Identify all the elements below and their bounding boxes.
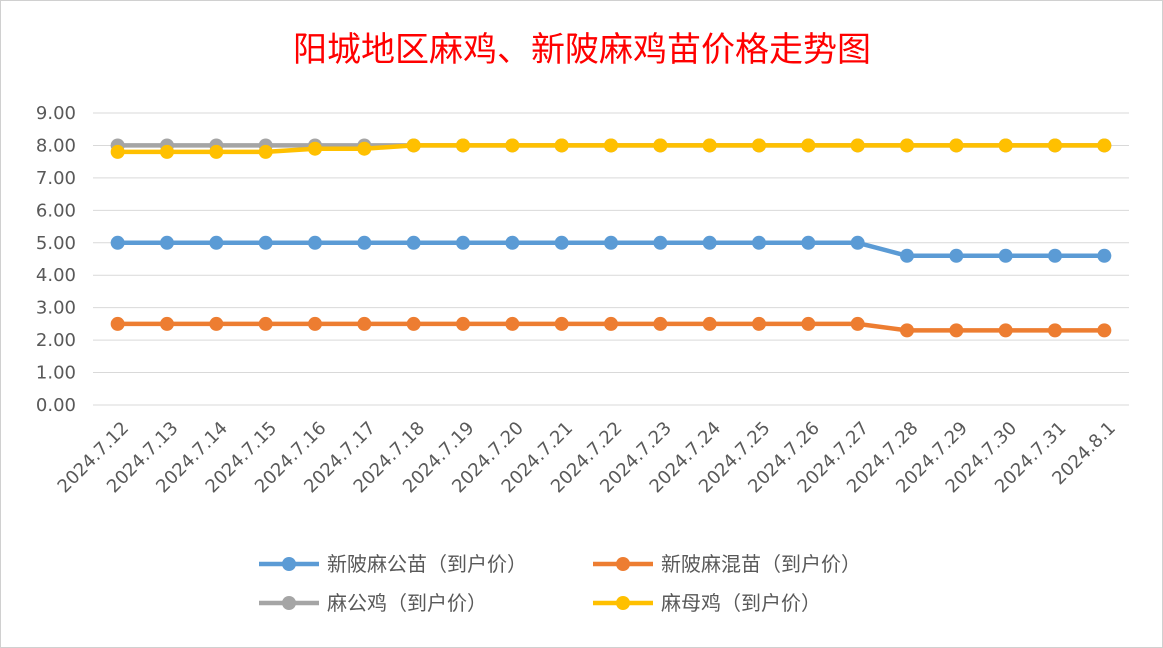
data-point [308, 141, 322, 156]
data-point [801, 316, 816, 331]
data-point [357, 141, 372, 156]
data-point [110, 316, 125, 331]
data-point [406, 138, 421, 153]
data-point [110, 235, 125, 250]
y-tick-label: 0.00 [36, 395, 76, 416]
data-point [653, 235, 668, 250]
y-axis-tick-labels: 0.00 1.00 2.00 3.00 4.00 5.00 6.00 7.00 8.00 9.00 [36, 103, 76, 416]
data-point [900, 138, 914, 153]
data-point [505, 235, 520, 250]
data-point [1048, 248, 1062, 263]
data-point [850, 235, 865, 250]
y-tick-label: 3.00 [36, 298, 76, 319]
data-point [258, 316, 273, 331]
data-point [752, 138, 766, 153]
y-tick-label: 2.00 [36, 330, 76, 351]
data-point [752, 316, 766, 331]
legend-item: 新陂麻混苗（到户价） [593, 552, 861, 576]
y-tick-label: 1.00 [36, 363, 76, 384]
data-point [604, 138, 618, 153]
data-point [900, 323, 914, 338]
data-point [406, 235, 421, 250]
y-tick-label: 4.00 [36, 265, 76, 286]
y-tick-label: 9.00 [36, 103, 76, 124]
data-point [505, 138, 520, 153]
data-point [308, 235, 322, 250]
data-point [505, 316, 520, 331]
data-point [209, 144, 224, 159]
chart-title: 阳城地区麻鸡、新陂麻鸡苗价格走势图 [293, 30, 871, 70]
x-axis-tick-labels: 2024.7.122024.7.132024.7.142024.7.152024… [54, 418, 1120, 498]
legend-label: 麻母鸡（到户价） [661, 591, 821, 615]
data-point [554, 235, 569, 250]
data-point [209, 235, 224, 250]
data-point [702, 235, 717, 250]
data-point [160, 144, 174, 159]
data-point [1048, 138, 1062, 153]
series-group [110, 138, 1112, 338]
y-tick-label: 7.00 [36, 168, 76, 189]
legend-swatch-marker [616, 557, 630, 571]
data-point [949, 323, 964, 338]
data-point [357, 235, 372, 250]
series-3 [110, 138, 1112, 159]
data-point [456, 138, 470, 153]
data-point [801, 138, 816, 153]
legend-label: 新陂麻混苗（到户价） [661, 552, 861, 576]
data-point [604, 316, 618, 331]
legend-swatch-marker [282, 557, 296, 571]
data-point [850, 316, 865, 331]
data-point [110, 144, 125, 159]
data-point [209, 316, 224, 331]
data-point [406, 316, 421, 331]
legend-item: 麻公鸡（到户价） [259, 591, 487, 615]
data-point [554, 138, 569, 153]
data-point [456, 316, 470, 331]
data-point [949, 138, 964, 153]
series-1 [110, 316, 1112, 338]
series-0 [110, 235, 1112, 263]
data-point [702, 316, 717, 331]
legend-label: 新陂麻公苗（到户价） [327, 552, 527, 576]
data-point [1048, 323, 1062, 338]
data-point [653, 316, 668, 331]
data-point [160, 316, 174, 331]
data-point [752, 235, 766, 250]
data-point [554, 316, 569, 331]
data-point [998, 248, 1013, 263]
data-point [949, 248, 964, 263]
data-point [357, 316, 372, 331]
legend-label: 麻公鸡（到户价） [327, 591, 487, 615]
data-point [900, 248, 914, 263]
data-point [456, 235, 470, 250]
data-point [160, 235, 174, 250]
data-point [308, 316, 322, 331]
legend-item: 新陂麻公苗（到户价） [259, 552, 527, 576]
legend-item: 麻母鸡（到户价） [593, 591, 821, 615]
data-point [1097, 248, 1112, 263]
y-tick-label: 8.00 [36, 135, 76, 156]
data-point [850, 138, 865, 153]
legend: 新陂麻公苗（到户价） 新陂麻混苗（到户价） 麻公鸡（到户价） 麻母鸡（到户价） [259, 552, 861, 615]
data-point [258, 235, 273, 250]
data-point [1097, 138, 1112, 153]
data-point [604, 235, 618, 250]
y-tick-label: 5.00 [36, 233, 76, 254]
data-point [653, 138, 668, 153]
data-point [702, 138, 717, 153]
data-point [801, 235, 816, 250]
data-point [998, 323, 1013, 338]
data-point [258, 144, 273, 159]
legend-swatch-marker [282, 596, 296, 610]
gridlines [93, 112, 1129, 406]
data-point [1097, 323, 1112, 338]
y-tick-label: 6.00 [36, 200, 76, 221]
data-point [998, 138, 1013, 153]
legend-swatch-marker [616, 596, 630, 610]
